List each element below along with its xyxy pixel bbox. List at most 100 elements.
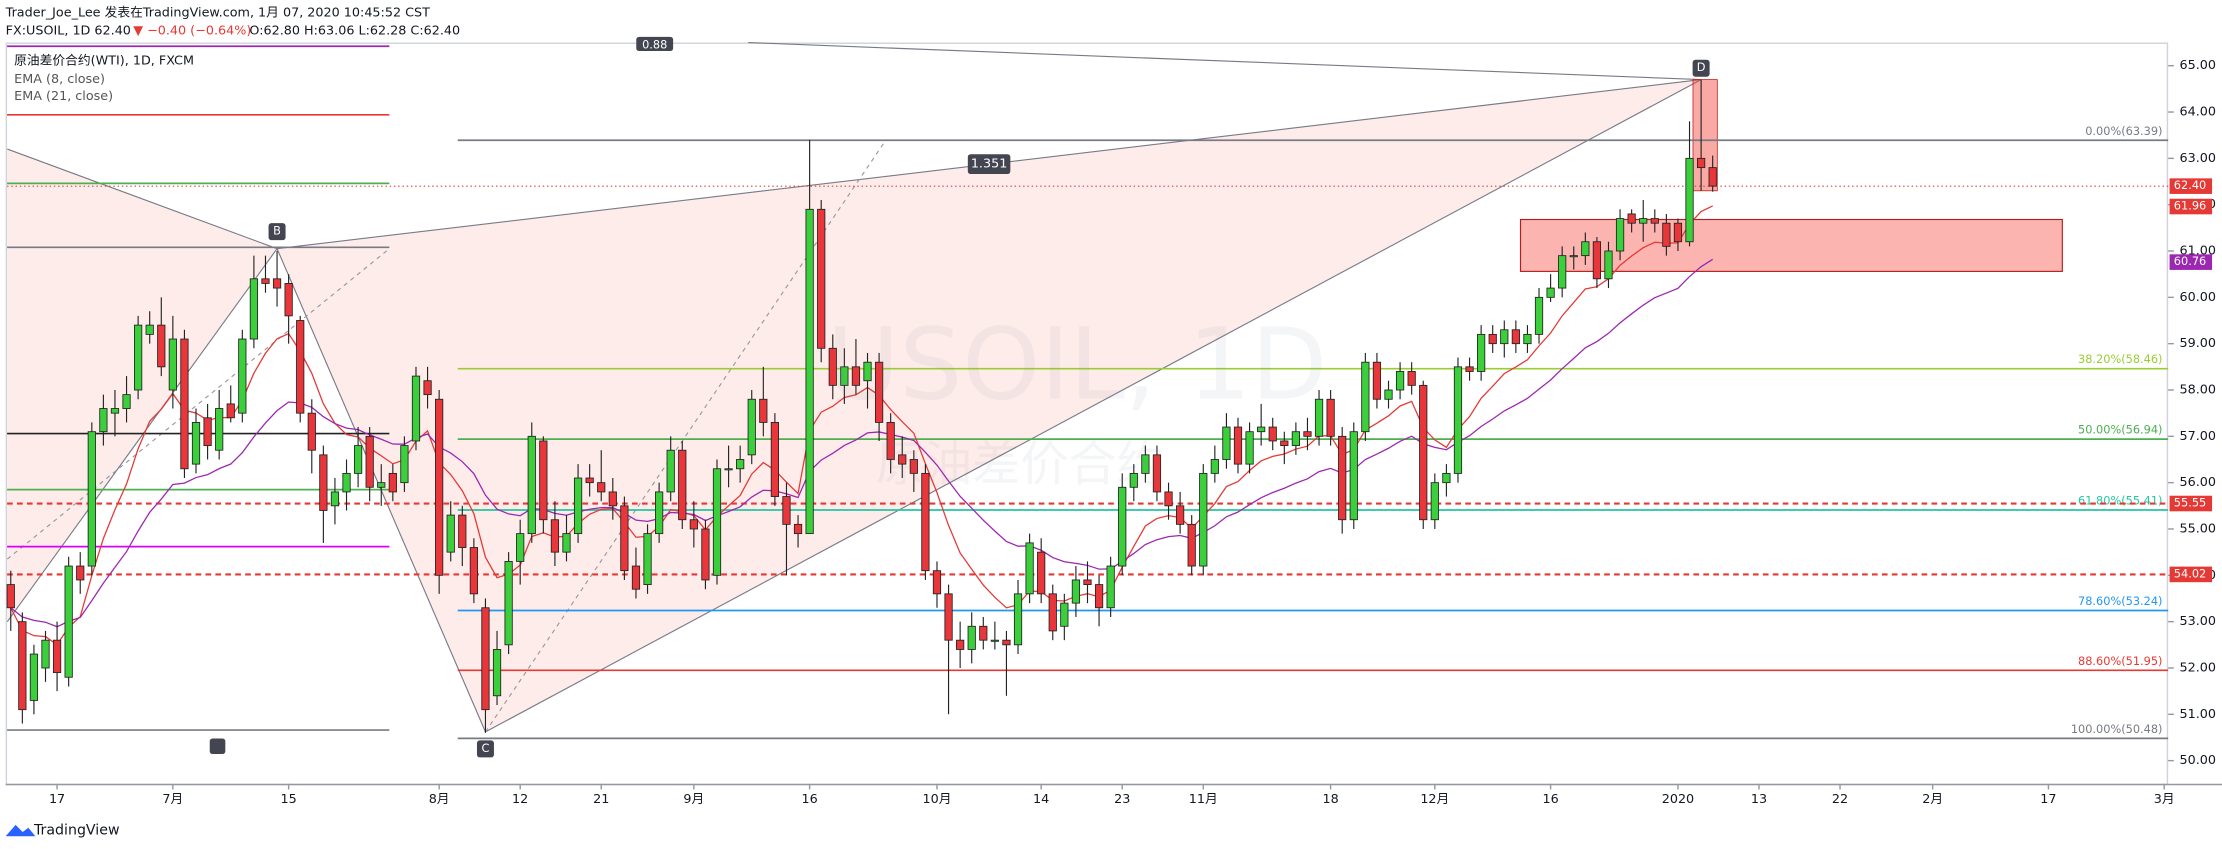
point-marker [209, 738, 226, 755]
candle-body [1430, 482, 1439, 521]
pattern-top [748, 41, 1702, 81]
candle-body [701, 528, 710, 581]
candle-body [817, 208, 826, 349]
point-marker [476, 740, 494, 758]
candle-body [898, 454, 907, 465]
candle-body [1500, 329, 1509, 345]
candle-body [1419, 384, 1428, 521]
candle-body [353, 445, 363, 474]
x-tick-label: 12 [512, 792, 528, 807]
y-tick-label: 55.00 [2179, 521, 2216, 536]
y-tick-label: 65.00 [2179, 58, 2216, 73]
candle-body [921, 472, 930, 572]
candle-body [481, 607, 490, 711]
candle-body [435, 398, 444, 576]
candle-body [446, 514, 455, 553]
legend-item: EMA (8, close) [14, 72, 105, 87]
candle-body [1477, 333, 1486, 372]
candle-body [1384, 389, 1393, 400]
candle-body [1176, 505, 1185, 525]
x-tick-label: 9月 [683, 792, 704, 807]
y-tick-label: 59.00 [2179, 336, 2216, 351]
x-tick-label: 15 [281, 792, 297, 807]
price-tag [2169, 198, 2213, 215]
candle-body [1361, 361, 1370, 433]
fib-label: 100.00%(50.48) [2071, 722, 2163, 736]
price-tag [2169, 495, 2213, 512]
candle-body [828, 347, 837, 386]
candle-body [377, 482, 386, 488]
candle-body [689, 519, 698, 530]
candle-body [1164, 491, 1173, 507]
candle-body [1129, 472, 1138, 488]
candle-body [1662, 222, 1671, 247]
candle-body [736, 459, 745, 470]
x-tick-label: 13 [1751, 792, 1767, 807]
candle-body [782, 496, 791, 525]
legend-item: 原油差价合约(WTI), 1D, FXCM [14, 53, 194, 68]
symbol: FX:USOIL, 1D 62.40 [6, 24, 131, 39]
y-tick-label: 52.00 [2179, 660, 2216, 675]
y-tick-label: 56.00 [2179, 475, 2216, 490]
candle-body [319, 454, 328, 511]
x-tick-label: 3月 [2154, 792, 2175, 807]
ema-line [10, 205, 1713, 646]
point-label: C [481, 741, 489, 755]
candle-body [585, 477, 594, 484]
candle-body [145, 324, 154, 335]
x-tick-label: 17 [2040, 792, 2056, 807]
candle-body [1673, 222, 1683, 243]
candle-body [1523, 333, 1532, 345]
candle-body [18, 621, 27, 711]
candle-body [330, 491, 340, 507]
candle-body [87, 431, 96, 567]
candle-body [1048, 593, 1057, 632]
price-tag [2169, 566, 2213, 583]
candle-body [1488, 333, 1497, 345]
x-tick-label: 14 [1033, 792, 1049, 807]
candle-body [110, 408, 120, 414]
price-tag-label: 61.96 [2174, 199, 2206, 213]
candle-body [157, 324, 166, 368]
header-line: Trader_Joe_Lee 发表在TradingView.com, 1月 07… [5, 4, 430, 20]
candle-body [655, 491, 664, 535]
candle-body [990, 639, 999, 642]
point-marker [268, 223, 286, 241]
candle-body [1037, 551, 1046, 595]
candle-body [678, 449, 687, 521]
price-tag-label: 60.76 [2174, 254, 2206, 268]
ema-line [10, 258, 1714, 628]
candle-body [1257, 426, 1266, 433]
candle-body [307, 412, 316, 451]
candle-body [573, 477, 583, 535]
y-tick-label: 60.00 [2179, 290, 2216, 305]
candle-body [1291, 431, 1300, 447]
x-tick-label: 21 [593, 792, 609, 807]
candle-body [215, 408, 224, 451]
candle-body [1199, 472, 1208, 567]
candle-body [365, 435, 374, 488]
candle-body [400, 445, 409, 484]
candle-body [284, 283, 293, 317]
point-marker [1692, 59, 1710, 77]
candle-body [1002, 639, 1011, 646]
point-label: B [273, 224, 281, 238]
y-tick-label: 53.00 [2179, 614, 2216, 629]
candle-body [1558, 255, 1567, 289]
price-tag-label: 62.40 [2174, 178, 2206, 192]
y-tick-label: 57.00 [2179, 429, 2216, 444]
fib-label: 38.20%(58.46) [2078, 352, 2162, 366]
candle-body [1233, 426, 1243, 465]
candle-body [1685, 157, 1694, 243]
ratio-label: 0.88 [642, 37, 667, 51]
pattern-leg [6, 248, 278, 622]
candle-body [64, 565, 73, 678]
candle-body [6, 584, 15, 609]
candle-body [504, 560, 513, 646]
zone [1519, 218, 2063, 272]
x-tick-label: 7月 [162, 792, 183, 807]
candle-body [1604, 250, 1613, 280]
candle-body [122, 394, 131, 409]
candle-body [261, 278, 270, 284]
